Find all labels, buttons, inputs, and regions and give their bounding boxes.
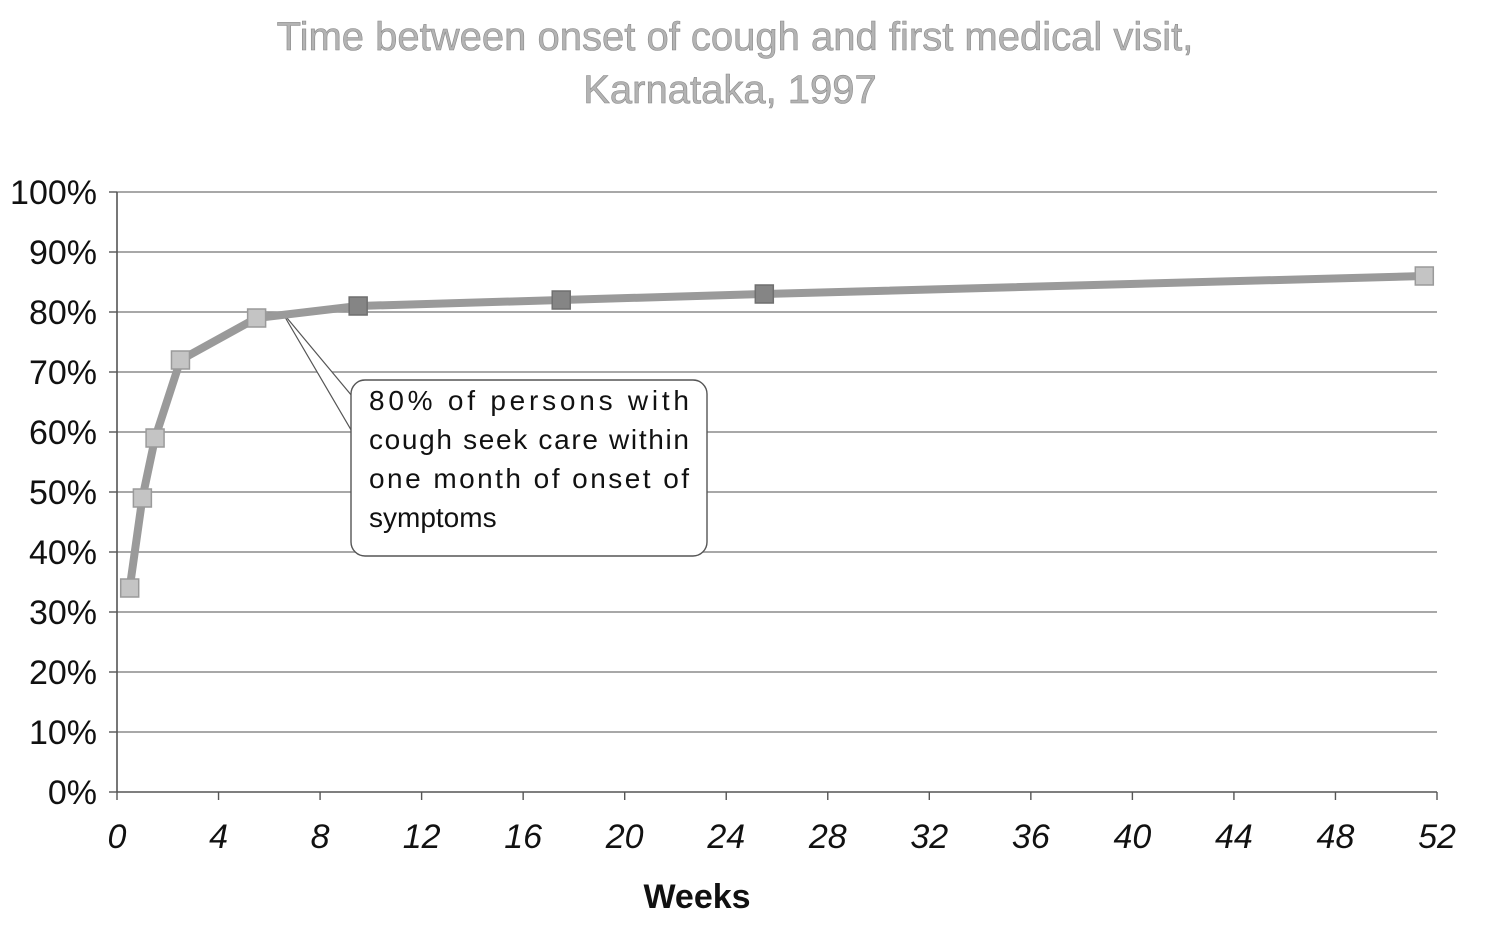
x-tick-label: 8 <box>311 818 330 856</box>
x-tick-label: 48 <box>1317 818 1355 856</box>
y-tick-label: 60% <box>29 414 97 452</box>
x-tick-label: 16 <box>504 818 542 856</box>
x-axis-label: Weeks <box>643 878 750 916</box>
data-point-marker <box>754 284 775 304</box>
y-tick-label: 50% <box>29 474 97 512</box>
y-tick-label: 90% <box>29 234 97 272</box>
y-tick-label: 80% <box>29 294 97 332</box>
callout-text-line: 80% of persons with <box>369 385 689 416</box>
chart-title: Time between onset of cough and first me… <box>277 15 1194 59</box>
x-tick-label: 12 <box>403 818 441 856</box>
x-tick-label: 32 <box>910 818 948 856</box>
x-tick-label: 24 <box>706 818 745 856</box>
gridlines <box>117 191 1437 733</box>
y-axis-tick-labels: 0% 10% 20% 30% 40% 50% 60% 70% 80% 90% 100% <box>10 174 97 812</box>
callout-text-line: symptoms <box>369 502 497 533</box>
x-tick-label: 40 <box>1113 818 1151 856</box>
x-tick-label: 4 <box>209 818 228 856</box>
axes <box>109 191 1438 800</box>
x-tick-label: 36 <box>1012 818 1050 856</box>
data-point-marker <box>551 290 571 310</box>
chart-subtitle: Karnataka, 1997 <box>583 68 877 112</box>
y-tick-label: 70% <box>29 354 97 392</box>
callout-text-line: one month of onset of <box>369 463 689 494</box>
y-tick-label: 100% <box>10 174 97 212</box>
data-point-marker <box>145 428 165 448</box>
data-point-marker <box>119 578 140 598</box>
data-point-marker <box>1414 266 1435 286</box>
x-tick-label: 0 <box>108 818 127 856</box>
data-series <box>119 266 1435 598</box>
x-axis-tick-labels: 0 4 8 12 16 20 24 28 32 36 40 44 48 52 <box>108 818 1456 856</box>
callout-box <box>350 379 708 557</box>
x-tick-label: 52 <box>1418 818 1456 856</box>
data-point-marker <box>170 350 191 370</box>
callout-text-line: cough seek care within <box>369 424 689 455</box>
x-tick-label: 44 <box>1215 818 1253 856</box>
x-tick-label: 28 <box>808 818 847 856</box>
callout-annotation: 80% of persons with cough seek care withi… <box>281 311 708 557</box>
x-tick-label: 20 <box>605 818 644 856</box>
y-tick-label: 10% <box>29 714 97 752</box>
data-point-marker <box>132 488 153 508</box>
y-tick-label: 40% <box>29 534 97 572</box>
y-tick-label: 0% <box>48 774 97 812</box>
callout-pointer <box>281 311 358 443</box>
y-tick-label: 30% <box>29 594 97 632</box>
y-tick-label: 20% <box>29 654 97 692</box>
data-point-marker <box>246 308 267 328</box>
data-point-marker <box>348 296 368 316</box>
